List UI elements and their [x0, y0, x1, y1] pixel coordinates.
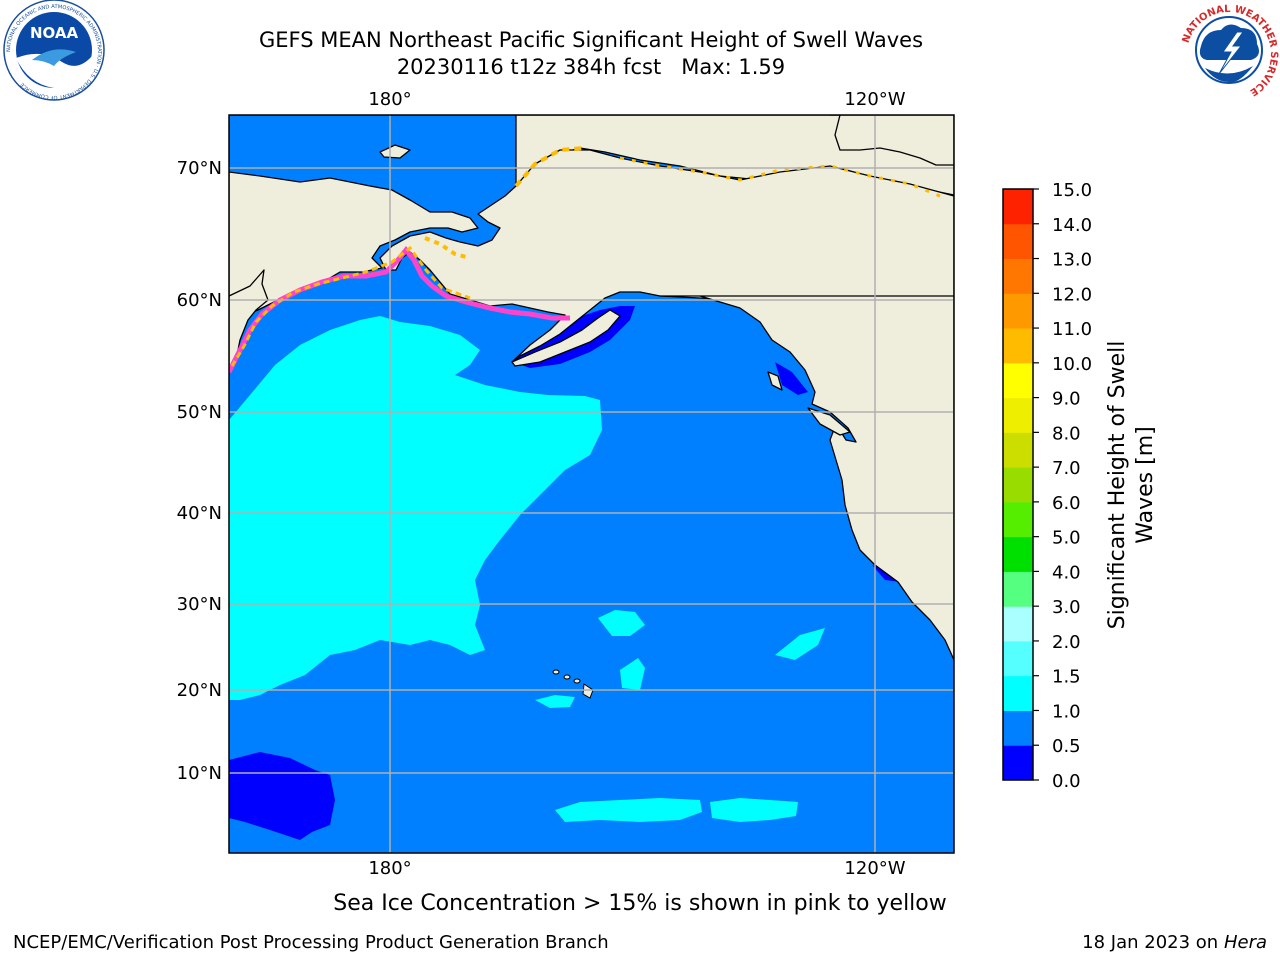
land-alaska-main [379, 149, 954, 363]
colorbar-tick-label: 11.0 [1052, 319, 1092, 340]
footer-date: 18 Jan 2023 on Hera [1082, 932, 1267, 953]
colorbar-label-line1: Significant Height of Swell [1105, 341, 1130, 630]
land-islands-nw [379, 144, 411, 159]
graticule [229, 115, 954, 853]
colorbar-tick-label: 3.0 [1052, 597, 1081, 618]
colorbar-cell [1003, 710, 1033, 746]
colorbar-cell [1003, 640, 1033, 677]
colorbar-cell [1003, 501, 1033, 538]
colorbar-label-line2: Waves [m] [1133, 426, 1158, 543]
plot-title-line1: GEFS MEAN Northeast Pacific Significant … [258, 28, 924, 52]
map-frame [228, 114, 955, 854]
colorbar-tick-label: 7.0 [1052, 458, 1081, 479]
sea-ice-edge-bering-yellow [230, 245, 471, 367]
lat-label-10n: 10°N [177, 763, 222, 784]
lat-label-70n: 70°N [177, 158, 222, 179]
colorbar-tick-label: 4.0 [1052, 562, 1081, 583]
island [563, 674, 571, 680]
top-lon-label-180: 180° [368, 89, 411, 110]
colorbar-tick-label: 5.0 [1052, 528, 1081, 549]
colorbar-tick-label: 14.0 [1052, 215, 1092, 236]
lat-label-20n: 20°N [177, 680, 222, 701]
island [573, 678, 581, 684]
colorbar-cell [1003, 675, 1033, 711]
top-lon-label-120w: 120°W [844, 89, 905, 110]
colorbar-cell [1003, 467, 1033, 503]
land-vancouver-island [807, 407, 851, 436]
sea-ice-norton [424, 236, 471, 260]
cyan-patch-hawaii [535, 695, 575, 708]
colorbar-cell [1003, 536, 1033, 572]
lat-label-40n: 40°N [177, 503, 222, 524]
colorbar: 15.0 14.0 13.0 12.0 11.0 10.0 9.0 8.0 7.0 6.0 5.0 4… [1002, 180, 1158, 792]
colorbar-frame [1002, 188, 1034, 781]
colorbar-cell [1003, 293, 1033, 329]
colorbar-tick-label: 2.0 [1052, 632, 1081, 653]
colorbar-cell [1003, 745, 1033, 781]
island [552, 669, 560, 675]
colorbar-tick-label: 1.0 [1052, 701, 1081, 722]
cyan-patch-tropical-1 [555, 798, 702, 822]
cyan-patch-central [598, 610, 645, 636]
colorbar-cell [1003, 189, 1033, 225]
sea-ice-chukchi [514, 146, 586, 188]
colorbar-cell [1003, 397, 1033, 433]
land-haida-gwaii [767, 371, 783, 391]
land-alaska-peninsula [511, 309, 621, 367]
footer-date-text: 18 Jan 2023 on [1082, 932, 1224, 953]
colorbar-cell [1003, 328, 1033, 364]
land-canada [659, 295, 954, 661]
svg-text:NOAA: NOAA [30, 24, 79, 42]
colorbar-tick-label: 13.0 [1052, 250, 1092, 271]
footer-producer: NCEP/EMC/Verification Post Processing Pr… [13, 932, 609, 953]
colorbar-cell [1003, 432, 1033, 468]
low-swell-region-southwest [229, 752, 335, 840]
colorbar-tick-label: 0.0 [1052, 771, 1081, 792]
nws-logo: NATIONAL WEATHER SERVICE [1179, 0, 1279, 100]
cyan-patch-southeast [775, 628, 825, 660]
colorbar-tick-label: 1.5 [1052, 667, 1081, 688]
colorbar-tick-label: 6.0 [1052, 493, 1081, 514]
map-panel [229, 115, 954, 853]
colorbar-tick-label: 8.0 [1052, 423, 1081, 444]
colorbar-ticks: 15.0 14.0 13.0 12.0 11.0 10.0 9.0 8.0 7.0 6.0 5.0 4… [1033, 180, 1092, 792]
colorbar-tick-label: 9.0 [1052, 389, 1081, 410]
footer-host: Hera [1223, 932, 1267, 953]
lat-label-50n: 50°N [177, 402, 222, 423]
colorbar-tick-label: 15.0 [1052, 180, 1092, 201]
lat-label-60n: 60°N [177, 290, 222, 311]
colorbar-cell [1003, 571, 1033, 607]
land-masses [229, 115, 954, 661]
colorbar-cell [1003, 606, 1033, 642]
plot-title-line2: 20230116 t12z 384h fcst Max: 1.59 [396, 55, 786, 79]
lat-label-30n: 30°N [177, 594, 222, 615]
bottom-lon-label-180: 180° [368, 858, 411, 879]
colorbar-cell [1003, 362, 1033, 399]
bottom-lon-label-120w: 120°W [844, 858, 905, 879]
low-swell-region-bc-coast [775, 362, 808, 395]
sea-ice-caption: Sea Ice Concentration > 15% is shown in … [333, 891, 947, 916]
colorbar-tick-label: 12.0 [1052, 284, 1092, 305]
colorbar-tick-label: 10.0 [1052, 354, 1092, 375]
noaa-logo: NATIONAL OCEANIC AND ATMOSPHERIC ADMINIS… [3, 0, 105, 101]
colorbar-tick-label: 0.5 [1052, 736, 1081, 757]
land-arctic-top-right [829, 115, 954, 166]
cyan-patch-tropical-2 [710, 798, 798, 822]
colorbar-cells [1003, 189, 1033, 781]
colorbar-cell [1003, 258, 1033, 294]
sea-ice-bering [229, 146, 941, 374]
colorbar-cell [1003, 223, 1033, 260]
cyan-patch-east [620, 658, 645, 690]
